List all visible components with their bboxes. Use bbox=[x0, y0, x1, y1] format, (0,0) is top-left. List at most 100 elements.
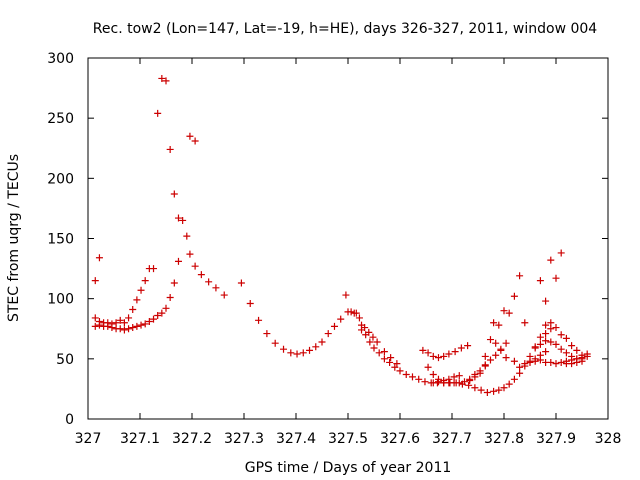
data-point-plus-marker bbox=[457, 344, 465, 352]
data-point-plus-marker bbox=[562, 334, 570, 342]
data-point-plus-marker bbox=[312, 343, 320, 351]
data-point-plus-marker bbox=[162, 304, 170, 312]
data-point-plus-marker bbox=[191, 262, 199, 270]
data-point-plus-marker bbox=[542, 321, 550, 329]
data-point-plus-marker bbox=[306, 346, 314, 354]
data-point-plus-marker bbox=[568, 360, 576, 368]
x-tick-label: 327.6 bbox=[380, 431, 420, 447]
data-point-plus-marker bbox=[481, 362, 489, 370]
data-point-plus-marker bbox=[516, 363, 524, 371]
data-point-plus-marker bbox=[154, 312, 162, 320]
data-point-plus-marker bbox=[471, 373, 479, 381]
data-point-plus-marker bbox=[299, 349, 307, 357]
data-point-plus-marker bbox=[536, 277, 544, 285]
data-point-plus-marker bbox=[287, 349, 295, 357]
data-point-plus-marker bbox=[557, 358, 565, 366]
data-point-plus-marker bbox=[174, 214, 182, 222]
x-tick-label: 328 bbox=[595, 431, 622, 447]
data-point-plus-marker bbox=[573, 358, 581, 366]
data-point-plus-marker bbox=[104, 322, 112, 330]
data-point-plus-marker bbox=[465, 381, 473, 389]
data-point-plus-marker bbox=[387, 354, 395, 362]
data-point-plus-marker bbox=[536, 340, 544, 348]
data-point-plus-marker bbox=[502, 354, 510, 362]
data-point-plus-marker bbox=[170, 190, 178, 198]
data-point-plus-marker bbox=[158, 309, 166, 317]
data-point-plus-marker bbox=[445, 375, 453, 383]
data-point-plus-marker bbox=[434, 354, 442, 362]
data-point-plus-marker bbox=[536, 356, 544, 364]
x-tick-label: 327.4 bbox=[276, 431, 316, 447]
y-tick-label: 50 bbox=[56, 352, 74, 368]
data-point-plus-marker bbox=[355, 314, 363, 322]
data-point-plus-marker bbox=[464, 342, 472, 350]
data-point-plus-marker bbox=[516, 369, 524, 377]
data-point-plus-marker bbox=[183, 232, 191, 240]
data-point-plus-marker bbox=[391, 363, 399, 371]
data-point-plus-marker bbox=[358, 326, 366, 334]
chart-title: Rec. tow2 (Lon=147, Lat=-19, h=HE), days… bbox=[93, 21, 597, 37]
data-point-plus-marker bbox=[246, 299, 254, 307]
data-point-plus-marker bbox=[505, 309, 513, 317]
data-point-plus-marker bbox=[145, 318, 153, 326]
data-point-plus-marker bbox=[150, 265, 158, 273]
x-tick-label: 327.7 bbox=[432, 431, 472, 447]
data-point-plus-marker bbox=[455, 379, 463, 387]
data-point-plus-marker bbox=[500, 307, 508, 315]
data-point-plus-marker bbox=[510, 375, 518, 383]
data-point-plus-marker bbox=[166, 293, 174, 301]
axis-ticks: 327 327.1 327.2 327.3 327.4 327.5 327.6 327.7 32… bbox=[47, 51, 621, 447]
data-point-plus-marker bbox=[191, 137, 199, 145]
data-point-plus-marker bbox=[466, 376, 474, 384]
plot-frame bbox=[87, 57, 609, 420]
y-tick-label: 0 bbox=[65, 412, 74, 428]
data-point-plus-marker bbox=[380, 348, 388, 356]
data-point-plus-marker bbox=[133, 322, 141, 330]
data-point-plus-marker bbox=[552, 340, 560, 348]
data-point-plus-marker bbox=[95, 321, 103, 329]
data-point-plus-marker bbox=[108, 324, 116, 332]
data-point-plus-marker bbox=[347, 308, 355, 316]
y-tick-label: 100 bbox=[47, 292, 74, 308]
data-point-plus-marker bbox=[547, 338, 555, 346]
data-point-plus-marker bbox=[393, 360, 401, 368]
data-point-plus-marker bbox=[137, 321, 145, 329]
data-point-plus-marker bbox=[542, 297, 550, 305]
data-point-plus-marker bbox=[552, 324, 560, 332]
data-point-plus-marker bbox=[497, 345, 505, 353]
data-point-plus-marker bbox=[445, 350, 453, 358]
data-point-plus-marker bbox=[91, 322, 99, 330]
x-axis-label: GPS time / Days of year 2011 bbox=[245, 460, 452, 476]
data-point-plus-marker bbox=[526, 358, 534, 366]
data-point-plus-marker bbox=[133, 296, 141, 304]
data-point-plus-marker bbox=[521, 360, 529, 368]
data-point-plus-marker bbox=[125, 325, 133, 333]
data-point-plus-marker bbox=[510, 292, 518, 300]
data-point-plus-marker bbox=[502, 339, 510, 347]
data-point-plus-marker bbox=[293, 350, 301, 358]
data-points bbox=[91, 74, 591, 397]
data-point-plus-marker bbox=[91, 314, 99, 322]
data-point-plus-marker bbox=[490, 387, 498, 395]
data-point-plus-marker bbox=[380, 355, 388, 363]
data-point-plus-marker bbox=[150, 315, 158, 323]
data-point-plus-marker bbox=[477, 386, 485, 394]
data-point-plus-marker bbox=[455, 372, 463, 380]
data-point-plus-marker bbox=[255, 316, 263, 324]
data-point-plus-marker bbox=[542, 330, 550, 338]
data-point-plus-marker bbox=[120, 326, 128, 334]
data-point-plus-marker bbox=[186, 250, 194, 258]
data-point-plus-marker bbox=[486, 336, 494, 344]
data-point-plus-marker bbox=[174, 257, 182, 265]
data-point-plus-marker bbox=[492, 351, 500, 359]
data-point-plus-marker bbox=[542, 337, 550, 345]
data-point-plus-marker bbox=[552, 360, 560, 368]
y-tick-label: 200 bbox=[47, 171, 74, 187]
data-point-plus-marker bbox=[440, 352, 448, 360]
data-point-plus-marker bbox=[429, 352, 437, 360]
data-point-plus-marker bbox=[460, 378, 468, 386]
data-point-plus-marker bbox=[129, 305, 137, 313]
data-point-plus-marker bbox=[205, 278, 213, 286]
data-point-plus-marker bbox=[486, 356, 494, 364]
data-point-plus-marker bbox=[116, 325, 124, 333]
